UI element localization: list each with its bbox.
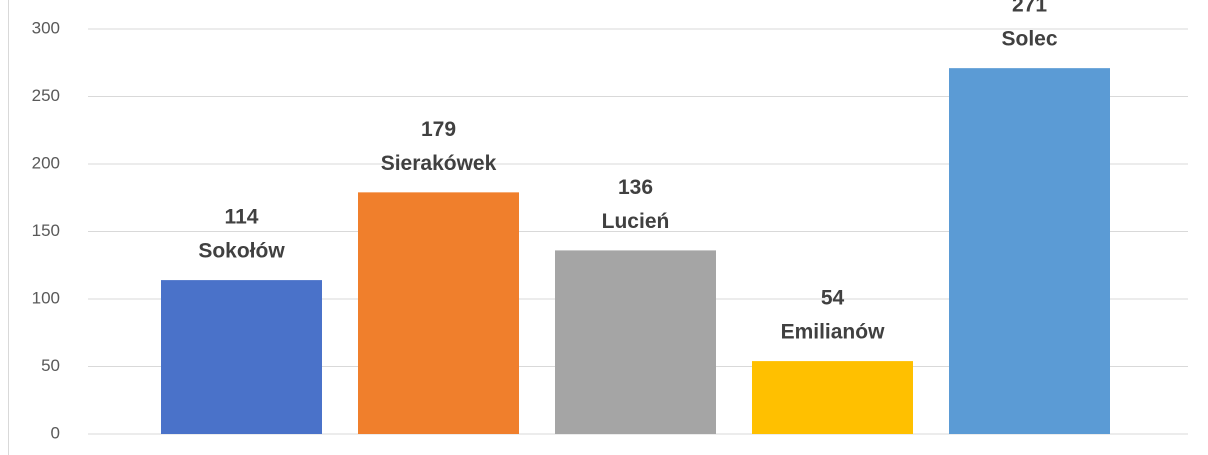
category-label: Solec [1001, 28, 1057, 51]
y-tick-label: 150 [32, 221, 60, 240]
bar [949, 68, 1110, 435]
bar [752, 361, 913, 434]
value-label: 179 [421, 118, 456, 141]
bar [555, 250, 716, 434]
bar [358, 192, 519, 434]
y-tick-label: 0 [51, 423, 60, 442]
value-label: 136 [618, 176, 653, 199]
category-label: Sierakówek [381, 152, 497, 175]
value-label: 54 [821, 287, 845, 310]
category-label: Emilianów [781, 321, 886, 344]
value-label: 271 [1012, 0, 1047, 17]
value-label: 114 [225, 206, 259, 229]
category-label: Sokołów [198, 240, 285, 263]
y-tick-label: 250 [32, 86, 60, 105]
y-tick-label: 300 [32, 18, 60, 37]
y-tick-label: 100 [32, 288, 60, 307]
y-tick-label: 50 [41, 356, 60, 375]
category-label: Lucień [602, 210, 670, 233]
y-tick-label: 200 [32, 153, 60, 172]
bar [161, 280, 322, 434]
